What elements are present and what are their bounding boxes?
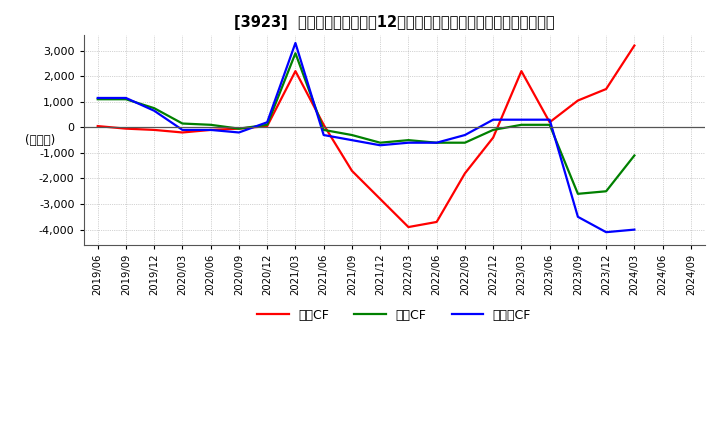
営業CF bbox=[150, 127, 158, 132]
営業CF bbox=[376, 196, 384, 202]
投資CF bbox=[122, 97, 130, 102]
フリーCF bbox=[178, 127, 186, 132]
フリーCF bbox=[94, 95, 102, 101]
フリーCF bbox=[122, 95, 130, 101]
Title: [3923]  キャッシュフローの12か月移動合計の対前年同期増減額の推移: [3923] キャッシュフローの12か月移動合計の対前年同期増減額の推移 bbox=[234, 15, 554, 30]
フリーCF bbox=[517, 117, 526, 122]
フリーCF bbox=[404, 140, 413, 145]
投資CF bbox=[432, 140, 441, 145]
フリーCF bbox=[489, 117, 498, 122]
Line: 投資CF: 投資CF bbox=[98, 53, 634, 194]
営業CF bbox=[517, 69, 526, 74]
投資CF bbox=[178, 121, 186, 126]
投資CF bbox=[94, 97, 102, 102]
フリーCF bbox=[432, 140, 441, 145]
営業CF bbox=[489, 135, 498, 140]
フリーCF bbox=[291, 40, 300, 46]
営業CF bbox=[320, 122, 328, 128]
投資CF bbox=[602, 189, 611, 194]
営業CF bbox=[94, 124, 102, 129]
フリーCF bbox=[320, 132, 328, 138]
営業CF bbox=[207, 127, 215, 132]
投資CF bbox=[489, 127, 498, 132]
投資CF bbox=[376, 140, 384, 145]
営業CF bbox=[574, 98, 582, 103]
投資CF bbox=[404, 138, 413, 143]
営業CF bbox=[348, 168, 356, 173]
投資CF bbox=[207, 122, 215, 128]
営業CF bbox=[602, 86, 611, 92]
Line: フリーCF: フリーCF bbox=[98, 43, 634, 232]
営業CF bbox=[263, 124, 271, 129]
営業CF bbox=[122, 126, 130, 131]
営業CF bbox=[461, 171, 469, 176]
フリーCF bbox=[348, 138, 356, 143]
営業CF bbox=[291, 69, 300, 74]
フリーCF bbox=[376, 143, 384, 148]
営業CF bbox=[178, 130, 186, 135]
フリーCF bbox=[263, 120, 271, 125]
投資CF bbox=[348, 132, 356, 138]
投資CF bbox=[574, 191, 582, 197]
営業CF bbox=[432, 219, 441, 224]
Line: 営業CF: 営業CF bbox=[98, 46, 634, 227]
営業CF bbox=[545, 120, 554, 125]
投資CF bbox=[461, 140, 469, 145]
営業CF bbox=[235, 126, 243, 131]
投資CF bbox=[150, 106, 158, 111]
フリーCF bbox=[461, 132, 469, 138]
投資CF bbox=[545, 122, 554, 128]
Legend: 営業CF, 投資CF, フリーCF: 営業CF, 投資CF, フリーCF bbox=[252, 304, 536, 327]
フリーCF bbox=[150, 108, 158, 114]
フリーCF bbox=[207, 127, 215, 132]
投資CF bbox=[517, 122, 526, 128]
投資CF bbox=[235, 126, 243, 131]
フリーCF bbox=[235, 130, 243, 135]
フリーCF bbox=[630, 227, 639, 232]
フリーCF bbox=[574, 214, 582, 220]
営業CF bbox=[630, 43, 639, 48]
投資CF bbox=[320, 127, 328, 132]
投資CF bbox=[263, 122, 271, 128]
営業CF bbox=[404, 224, 413, 230]
フリーCF bbox=[545, 117, 554, 122]
投資CF bbox=[291, 51, 300, 56]
Y-axis label: (百万円): (百万円) bbox=[25, 134, 55, 147]
フリーCF bbox=[602, 230, 611, 235]
投資CF bbox=[630, 153, 639, 158]
